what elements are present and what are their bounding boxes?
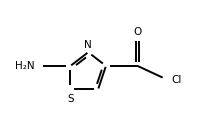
Text: O: O (133, 27, 142, 37)
Text: N: N (84, 40, 92, 50)
Text: S: S (67, 94, 74, 104)
Text: H₂N: H₂N (15, 61, 35, 71)
Text: Cl: Cl (171, 75, 181, 85)
